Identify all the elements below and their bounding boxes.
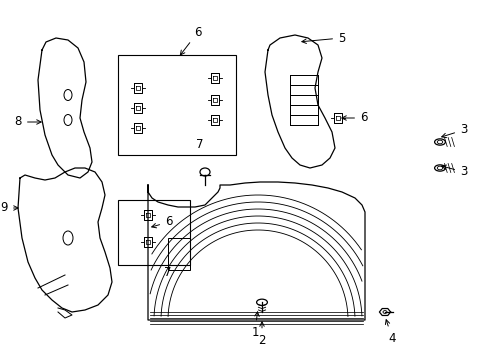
Text: 3: 3: [441, 123, 467, 138]
Text: 3: 3: [441, 165, 467, 179]
Bar: [168, 238, 190, 270]
Text: 8: 8: [15, 116, 41, 129]
Text: 2: 2: [258, 322, 265, 346]
Bar: [118, 200, 190, 265]
Text: 6: 6: [151, 216, 172, 229]
Text: 7: 7: [164, 265, 171, 279]
Text: 7: 7: [196, 139, 203, 152]
Text: 6: 6: [180, 26, 202, 55]
Text: 4: 4: [385, 320, 395, 345]
Text: 1: 1: [251, 312, 259, 338]
Text: 5: 5: [301, 31, 345, 45]
Text: 6: 6: [341, 112, 367, 125]
Bar: [118, 55, 236, 155]
Text: 9: 9: [0, 202, 18, 215]
